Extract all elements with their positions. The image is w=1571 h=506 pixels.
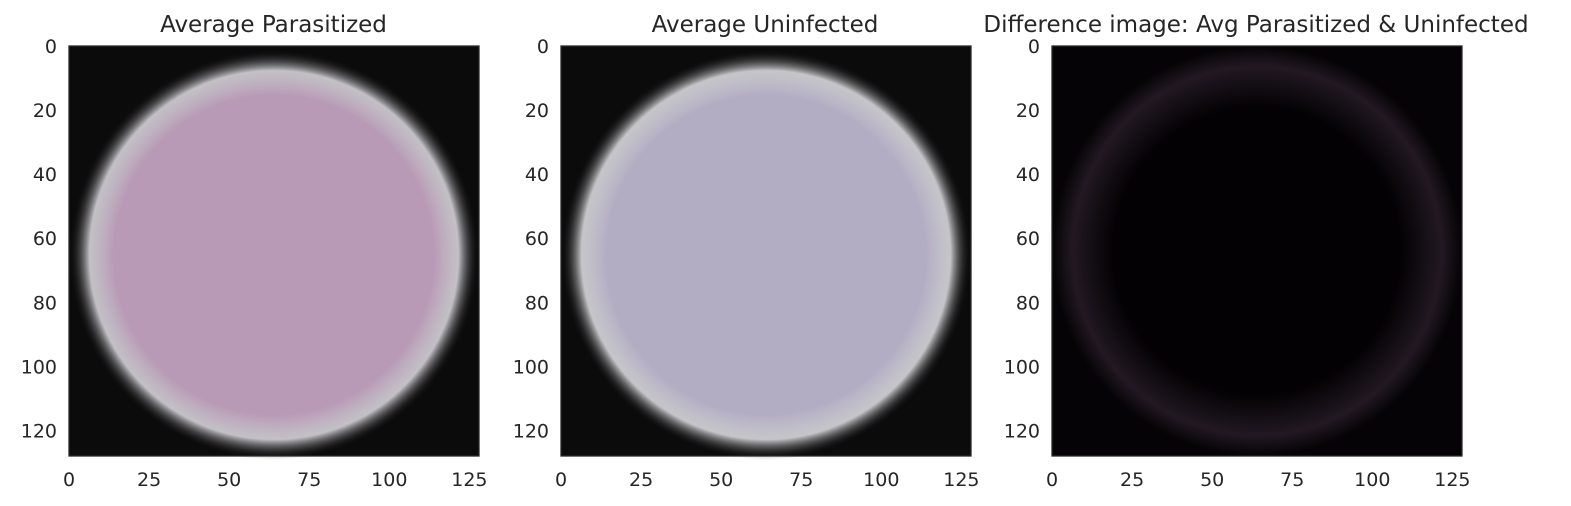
y-tick-label: 60 [525, 228, 549, 250]
y-tick-label: 40 [525, 164, 549, 186]
x-tick-label: 75 [297, 469, 321, 491]
x-tick-label: 125 [451, 469, 487, 491]
x-tick-label: 25 [629, 469, 653, 491]
axes-frame-difference [1051, 45, 1463, 457]
y-tick-label: 80 [33, 292, 57, 314]
axes-frame-uninfected [560, 45, 972, 457]
image-uninfected [560, 45, 972, 460]
x-tick-label: 25 [137, 469, 161, 491]
panel-uninfected: Average Uninfected 0 25 50 75 100 125 0 20 40 60… [513, 12, 980, 491]
image-difference [1051, 45, 1463, 457]
x-tick-label: 75 [1280, 469, 1304, 491]
x-tick-label: 50 [709, 469, 733, 491]
panel-difference: Difference image: Avg Parasitized & Unin… [983, 12, 1528, 491]
y-tick-label: 100 [1004, 356, 1040, 378]
panel-parasitized: Average Parasitized 0 25 50 75 100 125 0 20 40 6… [21, 12, 488, 491]
cell-disc-uninfected [561, 50, 971, 460]
y-tick-label: 100 [21, 356, 57, 378]
x-tick-label: 50 [1200, 469, 1224, 491]
x-tick-label: 100 [371, 469, 407, 491]
y-tick-label: 20 [1016, 100, 1040, 122]
x-tick-label: 125 [1434, 469, 1470, 491]
panel-title-difference: Difference image: Avg Parasitized & Unin… [983, 12, 1528, 38]
y-tick-label: 0 [1028, 36, 1040, 58]
y-tick-label: 100 [513, 356, 549, 378]
y-tick-label: 80 [1016, 292, 1040, 314]
cell-disc-parasitized [69, 50, 479, 460]
y-ticks-uninfected: 0 20 40 60 80 100 120 [513, 36, 549, 442]
y-tick-label: 40 [33, 164, 57, 186]
x-tick-label: 0 [1046, 469, 1058, 491]
image-parasitized [68, 45, 480, 460]
y-tick-label: 120 [1004, 420, 1040, 442]
x-tick-label: 100 [863, 469, 899, 491]
y-tick-label: 80 [525, 292, 549, 314]
y-tick-label: 20 [33, 100, 57, 122]
x-tick-label: 0 [63, 469, 75, 491]
x-ticks-parasitized: 0 25 50 75 100 125 [63, 469, 488, 491]
y-tick-label: 60 [1016, 228, 1040, 250]
x-tick-label: 50 [217, 469, 241, 491]
panel-title-parasitized: Average Parasitized [160, 12, 387, 38]
x-tick-label: 75 [789, 469, 813, 491]
x-tick-label: 125 [943, 469, 979, 491]
y-tick-label: 120 [21, 420, 57, 442]
x-ticks-difference: 0 25 50 75 100 125 [1046, 469, 1471, 491]
x-tick-label: 100 [1354, 469, 1390, 491]
axes-frame-parasitized [68, 45, 480, 457]
x-ticks-uninfected: 0 25 50 75 100 125 [555, 469, 980, 491]
y-tick-label: 40 [1016, 164, 1040, 186]
y-tick-label: 0 [537, 36, 549, 58]
y-tick-label: 20 [525, 100, 549, 122]
y-tick-label: 60 [33, 228, 57, 250]
y-tick-label: 120 [513, 420, 549, 442]
x-tick-label: 0 [555, 469, 567, 491]
y-ticks-parasitized: 0 20 40 60 80 100 120 [21, 36, 57, 442]
y-tick-label: 0 [45, 36, 57, 58]
difference-ring-difference [1052, 46, 1462, 456]
panel-title-uninfected: Average Uninfected [652, 12, 879, 38]
x-tick-label: 25 [1120, 469, 1144, 491]
y-ticks-difference: 0 20 40 60 80 100 120 [1004, 36, 1040, 442]
